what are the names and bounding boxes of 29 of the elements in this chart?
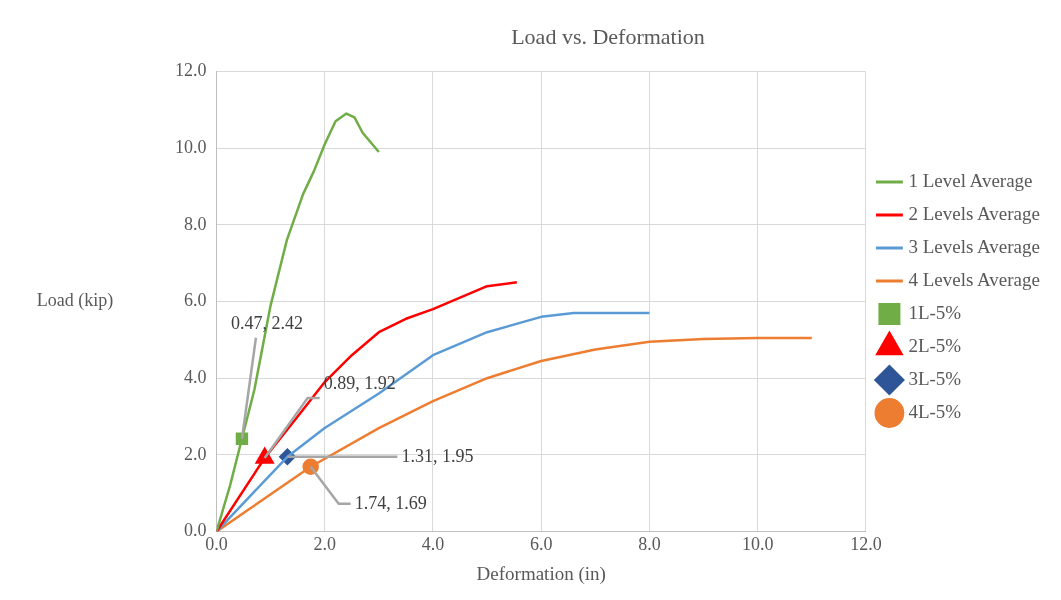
y-tick-label: 2.0 [184, 443, 207, 464]
x-tick-label: 12.0 [850, 534, 882, 555]
y-tick-label: 4.0 [184, 366, 207, 387]
x-axis-title: Deformation (in) [476, 562, 606, 585]
chart-title: Load vs. Deformation [511, 23, 705, 49]
x-tick-label: 4.0 [421, 534, 445, 555]
x-tick-label: 6.0 [529, 534, 553, 555]
annotation: 1.31, 1.95 [401, 445, 474, 466]
y-tick-label: 12.0 [175, 60, 207, 81]
annotation: 1.74, 1.69 [354, 492, 427, 513]
y-tick-label: 0.0 [184, 520, 207, 541]
legend-label: 4L-5% [908, 400, 962, 422]
x-tick-label: 10.0 [741, 534, 774, 555]
annotation: 0.89, 1.92 [323, 372, 396, 393]
legend-label: 2 Levels Average [908, 202, 1040, 224]
legend-label: 1 Level Average [908, 169, 1033, 191]
x-tick-label: 2.0 [313, 534, 336, 555]
y-tick-label: 10.0 [175, 136, 207, 157]
y-axis-title: Load (kip) [36, 290, 114, 312]
legend-label: 2L-5% [908, 334, 962, 356]
y-tick-label: 8.0 [184, 213, 207, 234]
legend-label: 3 Levels Average [908, 235, 1040, 257]
y-tick-label: 6.0 [184, 290, 207, 311]
x-tick-label: 8.0 [638, 534, 661, 555]
legend-label: 1L-5% [908, 301, 962, 323]
x-tick-label: 0.0 [205, 534, 228, 555]
legend-label: 3L-5% [908, 367, 962, 389]
annotation: 0.47, 2.42 [230, 312, 303, 333]
legend-label: 4 Levels Average [908, 268, 1040, 290]
